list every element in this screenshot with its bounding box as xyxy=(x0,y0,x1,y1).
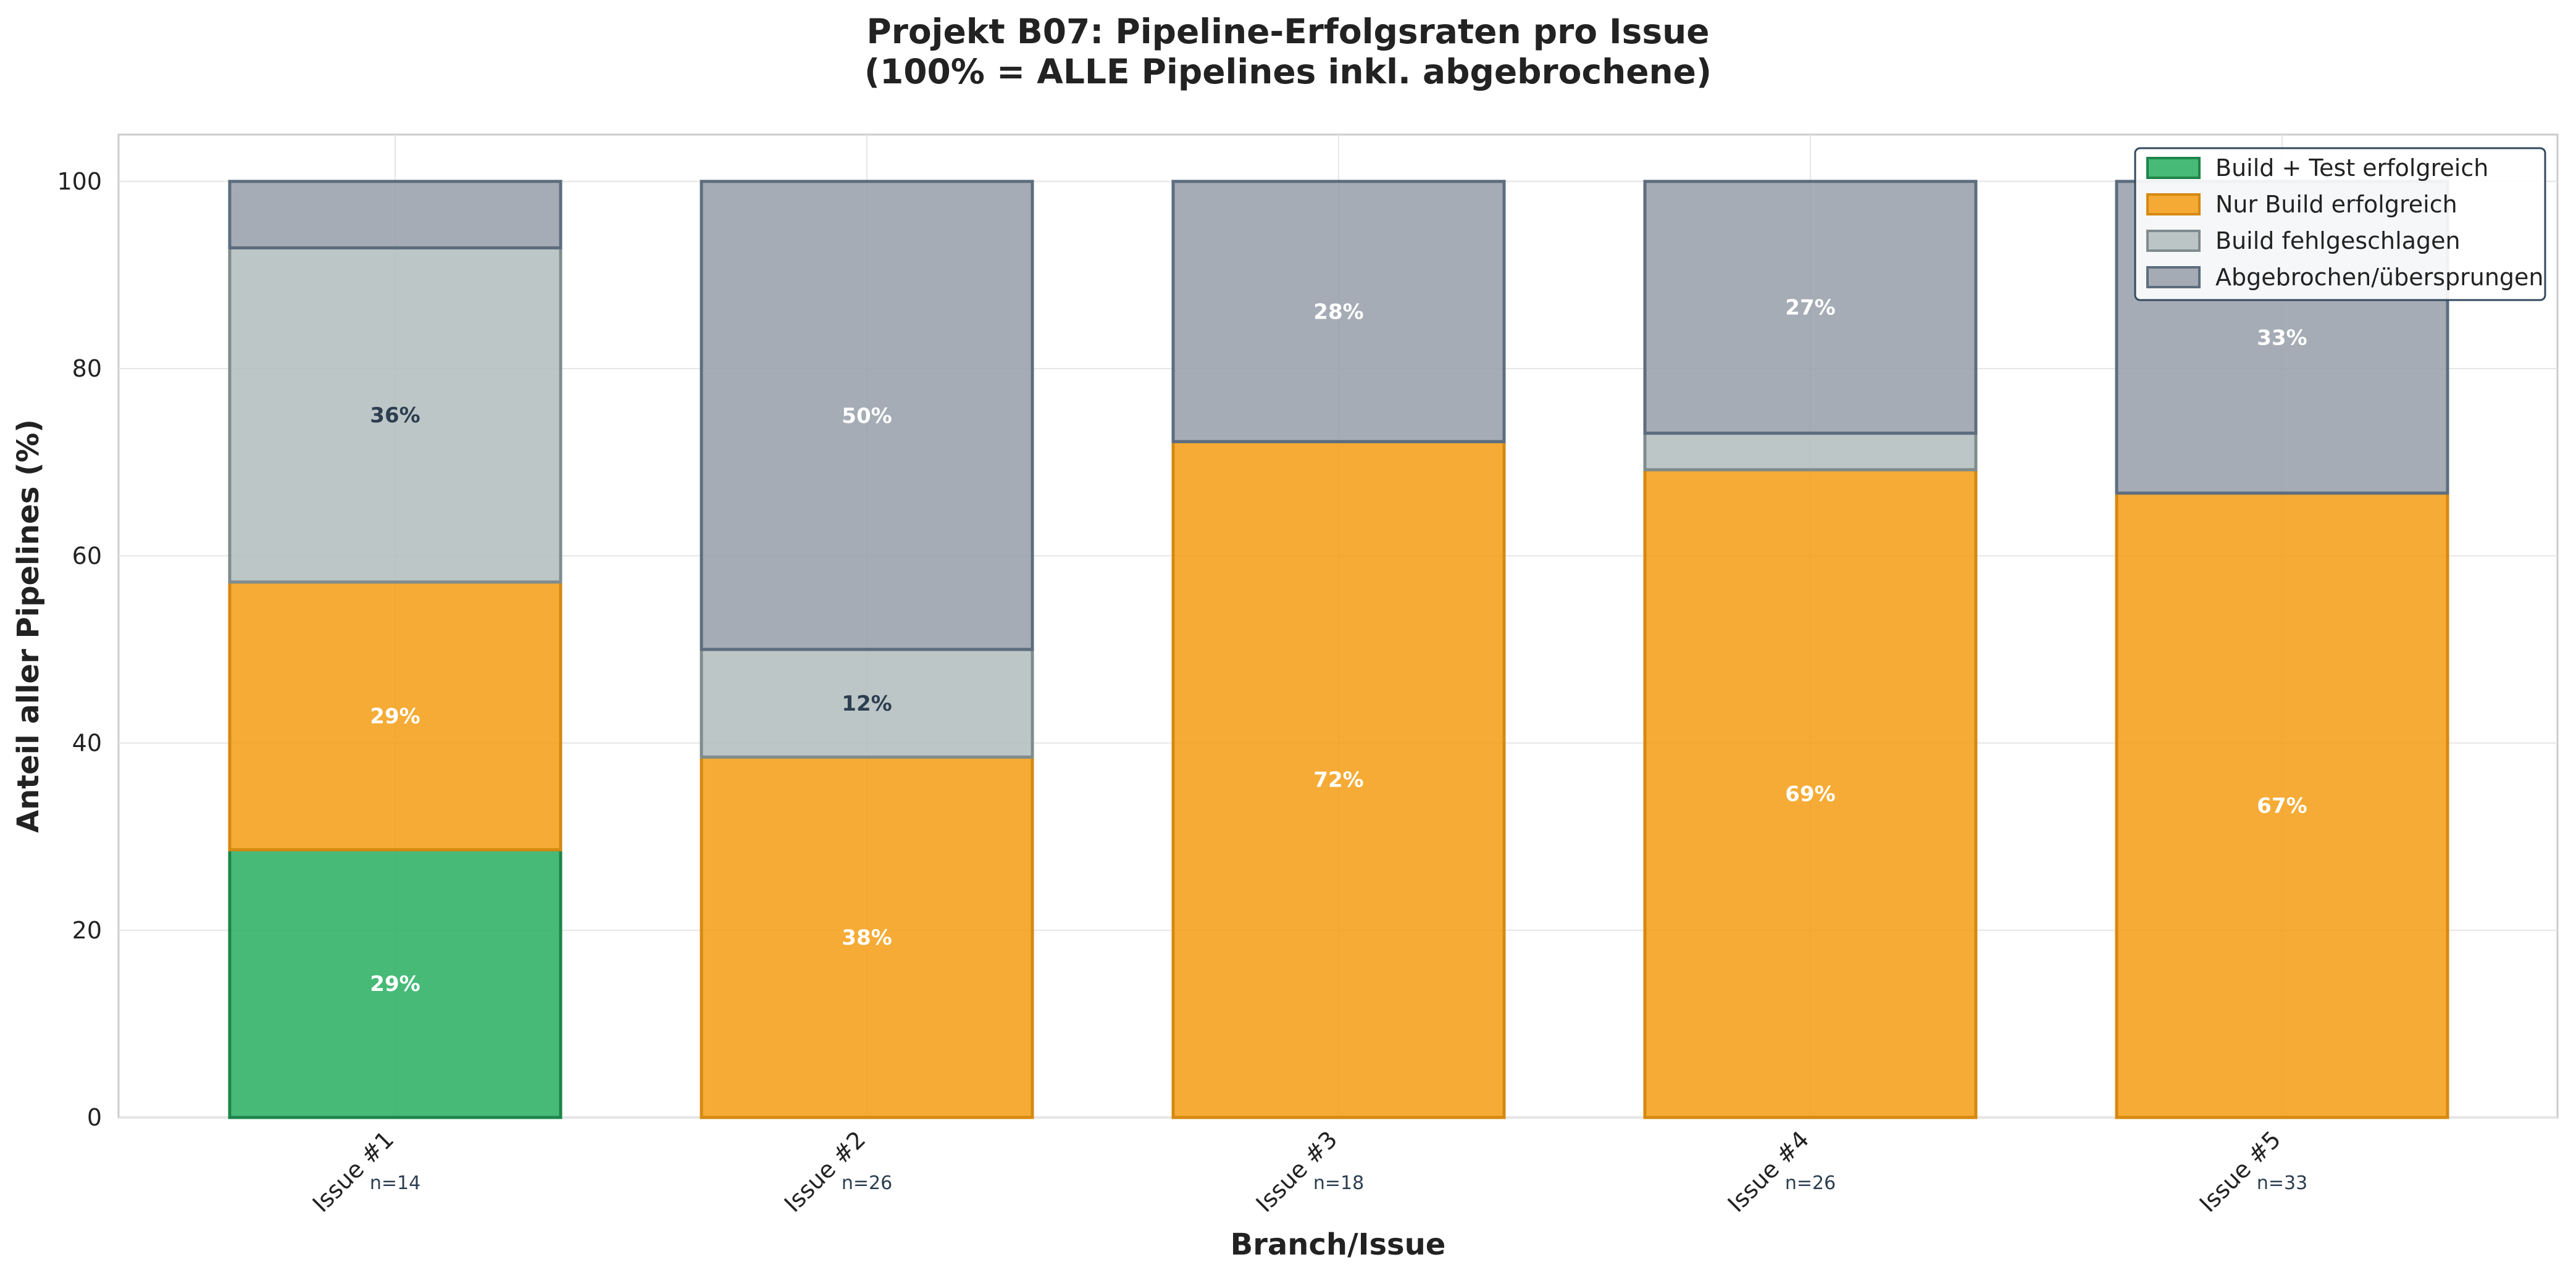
legend-label-2: Nur Build erfolgreich xyxy=(2215,191,2457,218)
bar-segment-2-4 xyxy=(700,180,1034,651)
segment-label-4-2: 69% xyxy=(1785,782,1835,806)
legend-box xyxy=(2134,147,2546,301)
legend-swatch-4 xyxy=(2146,266,2201,288)
sample-count-4: n=26 xyxy=(1785,1172,1836,1194)
legend-label-1: Build + Test erfolgreich xyxy=(2215,154,2488,182)
segment-label-3-4: 28% xyxy=(1313,300,1363,325)
x-tick-label-1: Issue #1 xyxy=(307,1126,399,1217)
segment-labels: 29% 29% 36% 38% 12% 50% 72% 28% 69% 27% 67% 33% xyxy=(370,296,2307,996)
legend-swatch-2 xyxy=(2146,193,2201,215)
bar-segment-1-2 xyxy=(228,580,562,851)
segment-label-2-2: 38% xyxy=(842,925,892,950)
segment-label-4-4: 27% xyxy=(1785,296,1835,320)
segment-label-2-3: 12% xyxy=(842,691,892,716)
bar-segment-1-4 xyxy=(228,180,562,249)
segment-label-2-4: 50% xyxy=(842,404,892,428)
bar-segment-4-4 xyxy=(1643,180,1978,435)
segment-label-1-2: 29% xyxy=(370,704,420,729)
legend-swatch-3 xyxy=(2146,230,2201,252)
y-tick-label-0: 0 xyxy=(87,1104,102,1131)
sample-count-5: n=33 xyxy=(2257,1172,2307,1194)
y-tick-label-3: 60 xyxy=(72,542,102,569)
segment-label-5-4: 33% xyxy=(2257,325,2307,350)
x-axis-ticks: Issue #1n=14 Issue #2n=26 Issue #3n=18 Issu… xyxy=(307,1126,2308,1217)
y-axis-ticks: 0 20 40 60 80 100 xyxy=(57,168,102,1131)
sample-count-2: n=26 xyxy=(842,1172,892,1194)
legend: Build + Test erfolgreich Nur Build erfolg… xyxy=(2134,147,2546,301)
y-tick-label-2: 40 xyxy=(72,730,102,757)
x-axis-label: Branch/Issue xyxy=(1231,1227,1446,1262)
bar-segment-1-1 xyxy=(228,848,562,1119)
segment-label-1-1: 29% xyxy=(370,972,420,996)
bar-segment-3-4 xyxy=(1171,180,1506,443)
segment-label-1-3: 36% xyxy=(370,403,420,428)
bar-segment-3-2 xyxy=(1171,440,1506,1119)
x-tick-label-2: Issue #2 xyxy=(779,1126,871,1217)
y-tick-label-4: 80 xyxy=(72,355,102,382)
bars xyxy=(228,180,2449,1119)
bar-segment-5-2 xyxy=(2115,491,2449,1119)
sample-count-3: n=18 xyxy=(1313,1172,1364,1194)
bar-segment-4-3 xyxy=(1643,432,1978,472)
y-axis-label: Anteil aller Pipelines (%) xyxy=(11,419,46,833)
legend-swatch-1 xyxy=(2146,157,2201,179)
segment-label-5-2: 67% xyxy=(2257,793,2307,818)
chart-subtitle: (100% = ALLE Pipelines inkl. abgebrochen… xyxy=(864,52,1712,91)
sample-count-1: n=14 xyxy=(370,1172,420,1194)
x-tick-label-4: Issue #4 xyxy=(1723,1126,1815,1217)
legend-label-4: Abgebrochen/übersprungen xyxy=(2215,264,2544,291)
bar-segment-4-2 xyxy=(1643,468,1978,1119)
y-tick-label-5: 100 xyxy=(57,168,102,195)
legend-label-3: Build fehlgeschlagen xyxy=(2215,227,2461,254)
y-tick-label-1: 20 xyxy=(72,917,102,944)
segment-label-3-2: 72% xyxy=(1313,768,1363,793)
bar-segment-1-3 xyxy=(228,246,562,584)
x-tick-label-3: Issue #3 xyxy=(1251,1126,1343,1217)
x-tick-label-5: Issue #5 xyxy=(2194,1126,2286,1217)
chart-title: Projekt B07: Pipeline-Erfolgsraten pro I… xyxy=(866,12,1709,51)
